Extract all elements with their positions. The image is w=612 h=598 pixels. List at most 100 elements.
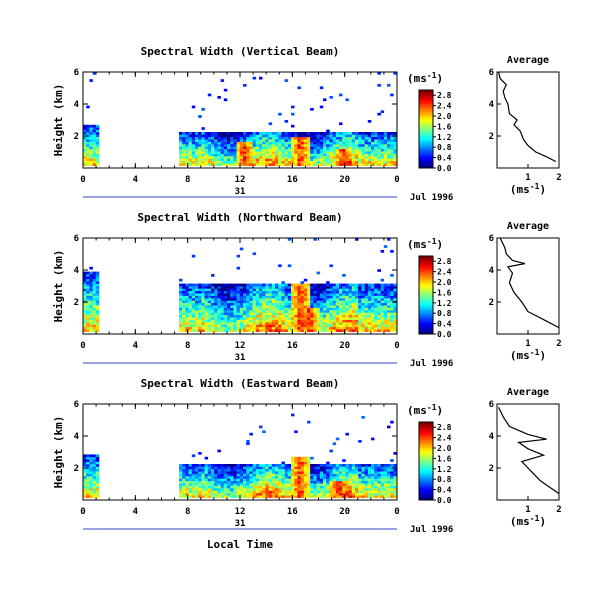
heatmap-cell [287, 238, 292, 241]
heatmap-cell [239, 468, 244, 472]
heatmap-cell [195, 139, 199, 142]
heatmap-cell [243, 317, 247, 320]
heatmap-cell [380, 480, 385, 484]
heatmap-cell [86, 153, 90, 157]
heatmap-cell [83, 132, 87, 135]
heatmap-cell [303, 136, 308, 140]
heatmap-cell [310, 319, 314, 323]
heatmap-cell [358, 160, 362, 164]
heatmap-cell [83, 454, 87, 458]
heatmap-cell [259, 314, 263, 318]
heatmap-cell [188, 158, 193, 162]
colorbar-unit-label: (ms-1) [407, 403, 443, 417]
heatmap-cell [326, 156, 330, 159]
heatmap-cell [259, 324, 263, 328]
heatmap-cell [211, 468, 215, 472]
heatmap-cell [214, 141, 218, 145]
heatmap-cell [329, 144, 333, 147]
heatmap-cell [323, 478, 327, 482]
heatmap-cell [355, 158, 359, 162]
heatmap-cell [335, 307, 340, 311]
heatmap-cell [358, 464, 362, 467]
heatmap-cell [86, 293, 90, 296]
average-y-tick-label: 6 [489, 400, 494, 410]
heatmap-cell [179, 146, 183, 150]
heatmap-cell [371, 468, 375, 472]
heatmap-cell [195, 488, 199, 491]
heatmap-cell [236, 302, 241, 306]
colorbar-swatch [419, 330, 433, 333]
heatmap-cell [345, 151, 349, 154]
heatmap-cell [297, 307, 301, 311]
heatmap-cell [294, 468, 298, 472]
heatmap-cell [307, 290, 311, 294]
heatmap-cell [348, 163, 353, 166]
colorbar-swatch [419, 480, 433, 483]
heatmap-cell [95, 310, 100, 313]
heatmap-cell [364, 141, 369, 145]
heatmap-cell [249, 132, 253, 135]
average-y-tick-label: 4 [489, 100, 495, 110]
heatmap-cell [265, 490, 269, 494]
heatmap-cell [223, 163, 228, 166]
heatmap-cell [185, 160, 189, 164]
colorbar-swatch [419, 119, 433, 122]
heatmap-cell [364, 471, 369, 474]
heatmap-cell [358, 483, 362, 486]
heatmap-cell [284, 305, 289, 308]
heatmap-cell [383, 490, 388, 494]
heatmap-cell [83, 156, 87, 159]
heatmap-cell [329, 495, 333, 498]
heatmap-cell [323, 464, 327, 467]
heatmap-cell [249, 286, 253, 289]
heatmap-cell [252, 136, 257, 140]
colorbar-tick-label: 0.4 [437, 320, 452, 329]
heatmap-cell [303, 490, 308, 494]
heatmap-cell [185, 324, 189, 328]
heatmap-cell [201, 134, 205, 138]
colorbar-swatch [419, 273, 433, 276]
heatmap-cell [297, 146, 301, 150]
heatmap-cell [223, 310, 228, 313]
heatmap-cell [387, 141, 391, 145]
heatmap-cell [182, 293, 186, 296]
heatmap-cell [371, 151, 375, 154]
heatmap-cell [262, 146, 266, 150]
heatmap-cell [259, 317, 263, 320]
heatmap-cell [284, 302, 289, 306]
heatmap-cell [323, 295, 327, 299]
heatmap-cell [275, 293, 279, 296]
heatmap-cell [86, 146, 90, 150]
heatmap-cell [284, 324, 289, 328]
heatmap-cell [313, 158, 317, 162]
heatmap-cell [316, 473, 321, 477]
heatmap-cell [374, 141, 378, 145]
colorbar-swatch [419, 476, 433, 479]
heatmap-cell [297, 485, 301, 489]
heatmap-cell [297, 290, 301, 294]
heatmap-cell [252, 160, 257, 164]
heatmap-cell [262, 485, 266, 489]
heatmap-cell [271, 466, 276, 470]
heatmap-cell [313, 471, 317, 474]
heatmap-cell [220, 466, 225, 470]
heatmap-cell [207, 302, 212, 306]
heatmap-cell [329, 156, 333, 159]
heatmap-cell [291, 324, 295, 328]
heatmap-cell [380, 278, 385, 282]
heatmap-cell [92, 310, 97, 313]
heatmap-cell [230, 305, 234, 308]
heatmap-cell [307, 163, 311, 166]
heatmap-cell [287, 298, 292, 301]
heatmap-cell [371, 290, 375, 294]
colorbar-swatch [419, 492, 433, 495]
heatmap-cell [83, 464, 87, 467]
heatmap-cell [361, 286, 365, 289]
heatmap-cell [268, 163, 273, 166]
heatmap-cell [278, 132, 282, 135]
heatmap-cell [377, 298, 381, 301]
heatmap-cell [355, 141, 359, 145]
heatmap-cell [271, 153, 276, 157]
heatmap-cell [326, 283, 330, 287]
heatmap-cell [339, 324, 343, 328]
